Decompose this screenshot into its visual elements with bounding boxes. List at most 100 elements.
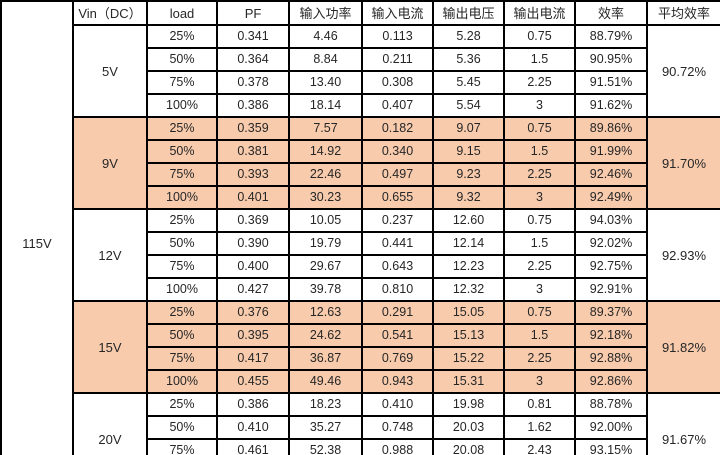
input-current-cell: 0.655	[361, 185, 434, 210]
pf-cell: 0.400	[216, 254, 290, 279]
input-current-cell: 0.410	[361, 392, 434, 417]
vin-dc-group-cell: 20V	[72, 392, 148, 455]
load-cell: 50%	[146, 415, 218, 440]
efficiency-cell: 92.88%	[574, 346, 648, 371]
input-power-cell: 12.63	[288, 300, 363, 325]
input-power-cell: 4.46	[288, 24, 363, 49]
input-power-cell: 36.87	[288, 346, 363, 371]
input-power-cell: 30.23	[288, 185, 363, 210]
load-cell: 25%	[146, 300, 218, 325]
load-cell: 25%	[146, 392, 218, 417]
pf-cell: 0.427	[216, 277, 290, 302]
efficiency-cell: 92.18%	[574, 323, 648, 348]
input-power-cell: 14.92	[288, 139, 363, 164]
table-row: 12V 25% 0.369 10.05 0.237 12.60 0.75 94.03% 92.9…	[1, 208, 720, 302]
pf-cell: 0.461	[216, 438, 290, 455]
efficiency-cell: 92.02%	[574, 231, 648, 256]
efficiency-cell: 92.75%	[574, 254, 648, 279]
output-current-cell: 0.81	[503, 392, 576, 417]
header-input-current: 输入电流	[361, 0, 434, 26]
input-current-cell: 0.113	[361, 24, 434, 49]
table-row: 75% 0.378 13.40 0.308 5.45 2.25 91.51%	[1, 70, 720, 95]
table-row: 75% 0.400 29.67 0.643 12.23 2.25 92.75%	[1, 254, 720, 279]
pf-cell: 0.417	[216, 346, 290, 371]
output-voltage-cell: 12.32	[432, 277, 505, 302]
pf-cell: 0.455	[216, 369, 290, 394]
output-current-cell: 1.5	[503, 323, 576, 348]
output-voltage-cell: 5.36	[432, 47, 505, 72]
load-cell: 25%	[146, 24, 218, 49]
efficiency-cell: 91.51%	[574, 70, 648, 95]
output-current-cell: 0.75	[503, 208, 576, 233]
input-power-cell: 35.27	[288, 415, 363, 440]
output-current-cell: 3	[503, 369, 576, 394]
avg-efficiency-cell: 91.67%	[646, 392, 720, 455]
input-current-cell: 0.769	[361, 346, 434, 371]
avg-efficiency-cell: 90.72%	[646, 24, 720, 118]
header-efficiency: 效率	[574, 0, 648, 26]
header-input-power: 输入功率	[288, 0, 363, 26]
input-current-cell: 0.237	[361, 208, 434, 233]
output-current-cell: 2.25	[503, 70, 576, 95]
output-current-cell: 0.75	[503, 116, 576, 141]
output-current-cell: 1.5	[503, 47, 576, 72]
output-voltage-cell: 12.23	[432, 254, 505, 279]
load-cell: 75%	[146, 70, 218, 95]
output-current-cell: 2.25	[503, 254, 576, 279]
pf-cell: 0.386	[216, 93, 290, 118]
output-current-cell: 1.5	[503, 139, 576, 164]
output-voltage-cell: 9.32	[432, 185, 505, 210]
input-power-cell: 49.46	[288, 369, 363, 394]
load-cell: 75%	[146, 162, 218, 187]
load-cell: 75%	[146, 438, 218, 455]
header-output-voltage: 输出电压	[432, 0, 505, 26]
input-current-cell: 0.291	[361, 300, 434, 325]
table-row: 100% 0.455 49.46 0.943 15.31 3 92.86%	[1, 369, 720, 394]
avg-efficiency-cell: 91.70%	[646, 116, 720, 210]
output-voltage-cell: 15.31	[432, 369, 505, 394]
efficiency-cell: 89.86%	[574, 116, 648, 141]
load-cell: 50%	[146, 323, 218, 348]
header-pf: PF	[216, 0, 290, 26]
input-power-cell: 18.23	[288, 392, 363, 417]
load-cell: 100%	[146, 369, 218, 394]
pf-cell: 0.341	[216, 24, 290, 49]
output-current-cell: 1.62	[503, 415, 576, 440]
table-row: 15V 25% 0.376 12.63 0.291 15.05 0.75 89.37% 91.8…	[1, 300, 720, 394]
load-cell: 50%	[146, 231, 218, 256]
output-voltage-cell: 5.45	[432, 70, 505, 95]
load-cell: 50%	[146, 139, 218, 164]
efficiency-cell: 92.49%	[574, 185, 648, 210]
input-current-cell: 0.182	[361, 116, 434, 141]
input-current-cell: 0.407	[361, 93, 434, 118]
input-current-cell: 0.988	[361, 438, 434, 455]
vin-dc-group-cell: 9V	[72, 116, 148, 210]
efficiency-cell: 89.37%	[574, 300, 648, 325]
header-output-current: 输出电流	[503, 0, 576, 26]
input-power-cell: 8.84	[288, 47, 363, 72]
efficiency-cell: 92.00%	[574, 415, 648, 440]
output-voltage-cell: 20.08	[432, 438, 505, 455]
output-current-cell: 1.5	[503, 231, 576, 256]
avg-efficiency-cell: 92.93%	[646, 208, 720, 302]
table-row: 75% 0.417 36.87 0.769 15.22 2.25 92.88%	[1, 346, 720, 371]
table-row: 9V 25% 0.359 7.57 0.182 9.07 0.75 89.86% 91.70%	[1, 116, 720, 210]
output-voltage-cell: 12.60	[432, 208, 505, 233]
input-power-cell: 19.79	[288, 231, 363, 256]
output-voltage-cell: 9.15	[432, 139, 505, 164]
input-current-cell: 0.340	[361, 139, 434, 164]
output-current-cell: 3	[503, 277, 576, 302]
pf-cell: 0.395	[216, 323, 290, 348]
table-row: 100% 0.427 39.78 0.810 12.32 3 92.91%	[1, 277, 720, 302]
efficiency-cell: 88.79%	[574, 24, 648, 49]
table-row: 75% 0.461 52.38 0.988 20.08 2.43 93.15%	[1, 438, 720, 455]
load-cell: 25%	[146, 116, 218, 141]
output-current-cell: 2.43	[503, 438, 576, 455]
efficiency-cell: 93.15%	[574, 438, 648, 455]
avg-efficiency-cell: 91.82%	[646, 300, 720, 394]
efficiency-cell: 91.99%	[574, 139, 648, 164]
efficiency-cell: 94.03%	[574, 208, 648, 233]
efficiency-cell: 88.78%	[574, 392, 648, 417]
vin-dc-group-cell: 15V	[72, 300, 148, 394]
